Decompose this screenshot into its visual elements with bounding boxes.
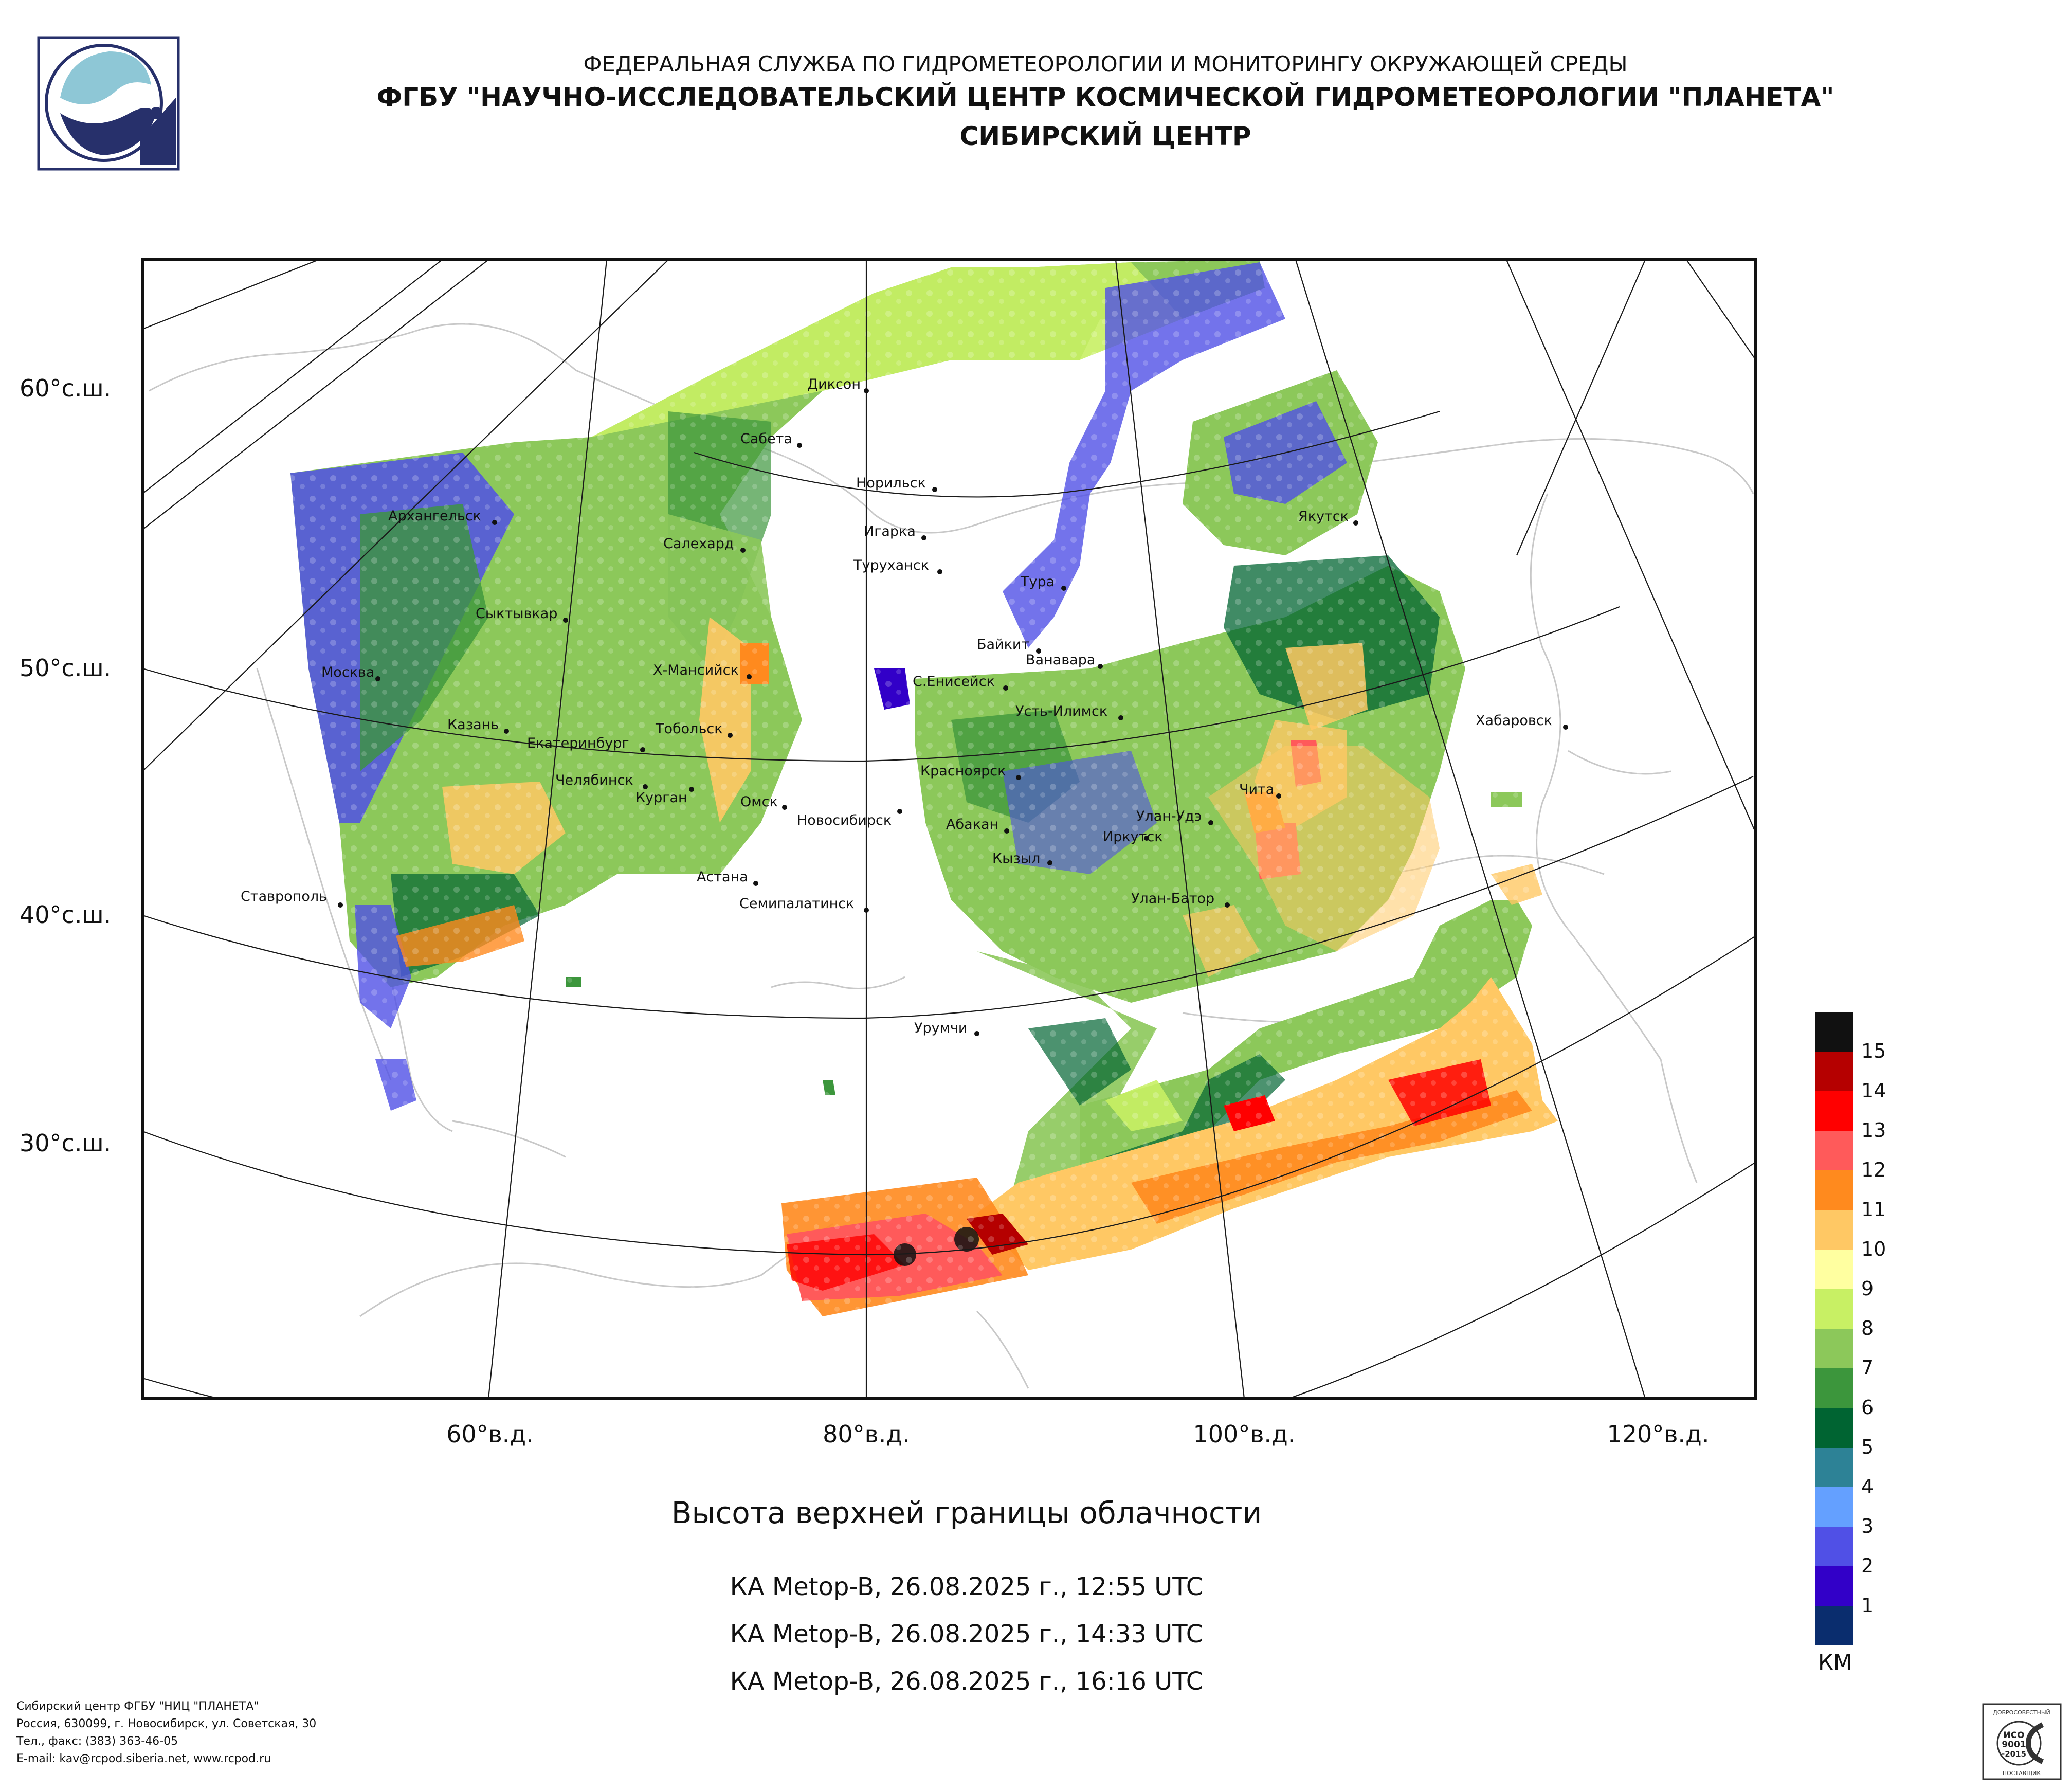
- city-label: Х-Мансийск: [653, 662, 739, 678]
- colorbar-swatch: [1815, 1170, 1853, 1210]
- city-label: Ставрополь: [241, 889, 327, 904]
- legend-value-6: 6: [1861, 1396, 1874, 1419]
- legend-unit: КМ: [1818, 1650, 1852, 1675]
- legend-value-15: 15: [1861, 1040, 1886, 1062]
- legend-value-8: 8: [1861, 1317, 1874, 1340]
- colorbar-swatch: [1815, 1566, 1853, 1606]
- satellite-pass: КА Metop-B, 26.08.2025 г., 14:33 UTC: [730, 1620, 1204, 1649]
- city-label: Новосибирск: [797, 812, 892, 828]
- colorbar-swatch: [1815, 1606, 1853, 1645]
- header-institute: ФГБУ "НАУЧНО-ИССЛЕДОВАТЕЛЬСКИЙ ЦЕНТР КОС…: [376, 82, 1834, 112]
- city-label: Норильск: [856, 475, 926, 491]
- city-label: Семипалатинск: [739, 896, 854, 912]
- cloud-coverage: [142, 260, 1756, 1399]
- iso-certification-badge: ДОБРОСОВЕСТНЫЙ ИСО 9001 -2015 ПОСТАВЩИК: [1982, 1703, 2062, 1780]
- city-label: Ванавара: [1026, 652, 1095, 668]
- city-label: Екатеринбург: [527, 735, 629, 751]
- colorbar-swatch: [1815, 1091, 1853, 1131]
- footer-org: Сибирский центр ФГБУ "НИЦ "ПЛАНЕТА": [16, 1700, 259, 1713]
- legend-value-7: 7: [1861, 1356, 1874, 1379]
- legend-value-14: 14: [1861, 1079, 1886, 1102]
- colorbar-swatch: [1815, 1131, 1853, 1171]
- graticule: [142, 260, 1756, 1399]
- city-label: Чита: [1239, 782, 1274, 798]
- lon-label-100: 100°в.д.: [1193, 1420, 1296, 1448]
- city-label: Челябинск: [555, 772, 633, 788]
- iso-top-text: ДОБРОСОВЕСТНЫЙ: [1993, 1709, 2050, 1716]
- lon-label-80: 80°в.д.: [823, 1420, 910, 1448]
- city-label: Иркутск: [1103, 829, 1163, 845]
- legend-value-11: 11: [1861, 1198, 1886, 1221]
- colorbar-swatch: [1815, 1527, 1853, 1567]
- city-label: Омск: [740, 794, 778, 810]
- satellite-pass: КА Metop-B, 26.08.2025 г., 12:55 UTC: [730, 1572, 1204, 1601]
- city-label: Улан-Удэ: [1136, 808, 1202, 824]
- city-label: Кызыл: [992, 851, 1040, 866]
- colorbar-swatch: [1815, 1329, 1853, 1369]
- legend-value-9: 9: [1861, 1277, 1874, 1300]
- legend-value-10: 10: [1861, 1238, 1886, 1260]
- planeta-logo: [37, 36, 180, 171]
- colorbar-swatch: [1815, 1448, 1853, 1488]
- header-agency: ФЕДЕРАЛЬНАЯ СЛУЖБА ПО ГИДРОМЕТЕОРОЛОГИИ …: [583, 51, 1628, 77]
- colorbar-swatch: [1815, 1210, 1853, 1250]
- iso-bottom-text: ПОСТАВЩИК: [2003, 1770, 2041, 1777]
- city-label: Тобольск: [655, 721, 723, 737]
- header-center: СИБИРСКИЙ ЦЕНТР: [959, 121, 1251, 151]
- lat-label-50: 50°с.ш.: [20, 654, 112, 682]
- colorbar-swatch: [1815, 1289, 1853, 1329]
- city-label: Салехард: [663, 536, 734, 552]
- lat-label-30: 30°с.ш.: [20, 1129, 112, 1157]
- city-label: Сыктывкар: [476, 606, 557, 622]
- legend-value-5: 5: [1861, 1436, 1874, 1458]
- colorbar-swatch: [1815, 1012, 1853, 1052]
- legend-value-3: 3: [1861, 1515, 1874, 1537]
- city-label: Байкит: [977, 637, 1029, 653]
- city-label: Улан-Батор: [1131, 891, 1214, 907]
- city-label: Туруханск: [853, 557, 929, 573]
- city-label: Диксон: [807, 376, 861, 392]
- city-label: Тура: [1020, 574, 1055, 590]
- city-label: Казань: [447, 717, 499, 733]
- city-label: Курган: [635, 790, 687, 806]
- city-label: Архангельск: [388, 508, 481, 524]
- legend-value-2: 2: [1861, 1554, 1874, 1577]
- city-label: Усть-Илимск: [1015, 703, 1107, 719]
- colorbar-swatch: [1815, 1368, 1853, 1408]
- colorbar-swatch: [1815, 1250, 1853, 1290]
- footer-email: E-mail: kav@rcpod.siberia.net, www.rcpod…: [16, 1752, 271, 1765]
- legend-value-13: 13: [1861, 1119, 1886, 1142]
- city-label: Игарка: [864, 523, 916, 539]
- lon-label-120: 120°в.д.: [1607, 1420, 1710, 1448]
- city-label: Хабаровск: [1476, 713, 1552, 729]
- city-label: Сабета: [740, 431, 792, 447]
- lon-label-60: 60°в.д.: [446, 1420, 534, 1448]
- footer-address: Россия, 630099, г. Новосибирск, ул. Сове…: [16, 1717, 317, 1730]
- city-label: Москва: [321, 664, 374, 680]
- city-label: Красноярск: [920, 763, 1006, 779]
- height-colorbar: [1815, 1012, 1853, 1645]
- satellite-pass: КА Metop-B, 26.08.2025 г., 16:16 UTC: [730, 1667, 1204, 1696]
- legend-value-4: 4: [1861, 1475, 1874, 1498]
- colorbar-swatch: [1815, 1052, 1853, 1092]
- city-label: Урумчи: [914, 1020, 967, 1036]
- city-label: Астана: [697, 869, 748, 885]
- footer-phone: Тел., факс: (383) 363-46-05: [16, 1735, 178, 1748]
- city-label: Якутск: [1298, 509, 1349, 524]
- map-caption: Высота верхней границы облачности: [671, 1495, 1262, 1530]
- iso-number: 9001: [2002, 1740, 2026, 1750]
- colorbar-swatch: [1815, 1487, 1853, 1527]
- iso-text: ИСО: [2003, 1730, 2024, 1741]
- city-label: С.Енисейск: [913, 674, 995, 690]
- legend-value-12: 12: [1861, 1159, 1886, 1181]
- cities-layer: Диксон Сабета Норильск Игарка Туруханск …: [241, 376, 1568, 1036]
- map-frame: [141, 258, 1757, 1400]
- lat-label-60: 60°с.ш.: [20, 374, 112, 402]
- iso-year: -2015: [2002, 1749, 2026, 1759]
- colorbar-swatch: [1815, 1408, 1853, 1448]
- lat-label-40: 40°с.ш.: [20, 901, 112, 929]
- legend-value-1: 1: [1861, 1594, 1874, 1617]
- city-label: Абакан: [946, 817, 998, 833]
